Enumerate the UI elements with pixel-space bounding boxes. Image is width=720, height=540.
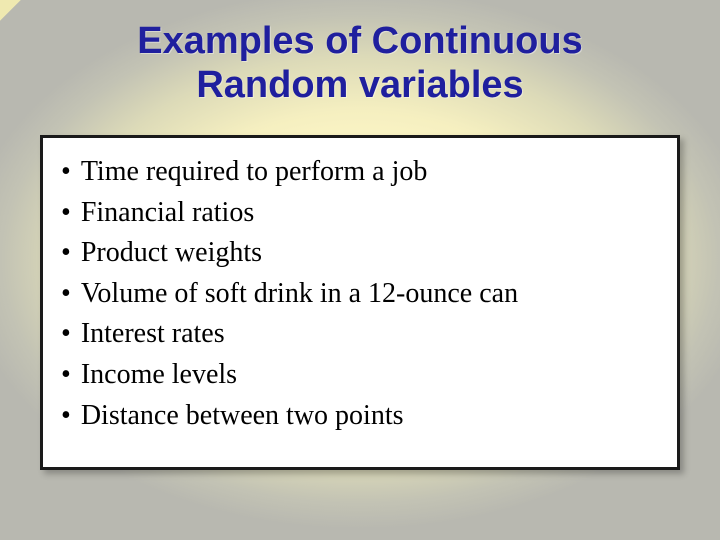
bullet-text: Financial ratios — [81, 193, 254, 234]
bullet-dot: • — [61, 396, 71, 437]
slide: Examples of Continuous Random variables … — [0, 0, 720, 540]
bullet-dot: • — [61, 355, 71, 396]
bullet-text: Time required to perform a job — [81, 152, 428, 193]
title-line-2: Random variables — [196, 64, 523, 106]
bullet-text: Interest rates — [81, 314, 225, 355]
bullet-item: • Product weights — [61, 233, 659, 274]
bullet-text: Income levels — [81, 355, 237, 396]
bullet-item: • Time required to perform a job — [61, 152, 659, 193]
bullet-text: Product weights — [81, 233, 262, 274]
bullet-item: • Financial ratios — [61, 193, 659, 234]
bullet-text: Distance between two points — [81, 396, 404, 437]
bullet-dot: • — [61, 152, 71, 193]
bullet-item: • Volume of soft drink in a 12-ounce can — [61, 274, 659, 315]
content-box: • Time required to perform a job • Finan… — [40, 135, 680, 470]
bullet-dot: • — [61, 193, 71, 234]
bullet-dot: • — [61, 233, 71, 274]
bullet-item: • Income levels — [61, 355, 659, 396]
bullet-text: Volume of soft drink in a 12-ounce can — [81, 274, 518, 315]
title-line-1: Examples of Continuous — [137, 20, 582, 62]
slide-title: Examples of Continuous Random variables — [0, 20, 720, 107]
bullet-dot: • — [61, 314, 71, 355]
bullet-item: • Interest rates — [61, 314, 659, 355]
bullet-item: • Distance between two points — [61, 396, 659, 437]
bullet-dot: • — [61, 274, 71, 315]
